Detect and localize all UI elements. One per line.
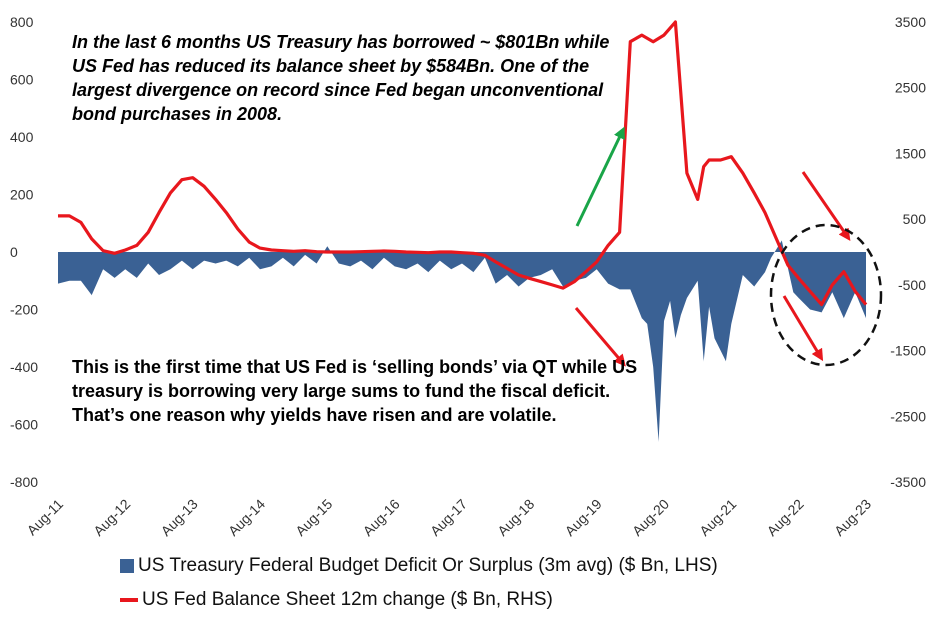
y-left-tick-label: 0 <box>10 244 18 260</box>
x-tick-label: Aug-14 <box>225 496 268 539</box>
y-left-tick-label: -800 <box>10 474 38 490</box>
x-tick-label: Aug-19 <box>562 496 605 539</box>
green-arrow <box>575 126 625 227</box>
red-arrow-lower-left <box>574 307 626 367</box>
legend-swatch-fed-balance <box>120 598 138 602</box>
y-left-tick-label: -400 <box>10 359 38 375</box>
fed-balance-line <box>58 20 868 307</box>
x-tick-label: Aug-12 <box>90 496 133 539</box>
y-left-tick-label: -200 <box>10 302 38 318</box>
legend-item-fed-balance: US Fed Balance Sheet 12m change ($ Bn, R… <box>120 589 553 611</box>
legend-swatch-deficit <box>120 559 134 573</box>
y-right-tick-label: -500 <box>898 277 926 293</box>
deficit-area-layer <box>57 240 867 442</box>
x-tick-label: Aug-17 <box>427 496 470 539</box>
legend-item-deficit: US Treasury Federal Budget Deficit Or Su… <box>120 555 718 577</box>
x-tick-label: Aug-23 <box>831 496 874 539</box>
decorations-layer <box>574 126 883 367</box>
y-right-tick-label: 3500 <box>895 14 926 30</box>
x-tick-label: Aug-11 <box>24 496 67 539</box>
y-right-tick-label: 2500 <box>895 80 926 96</box>
y-right-tick-label: 500 <box>903 211 927 227</box>
annotation-top: In the last 6 months US Treasury has bor… <box>72 32 610 124</box>
legend-label-fed-balance: US Fed Balance Sheet 12m change ($ Bn, R… <box>142 589 553 610</box>
y-left-tick-label: 800 <box>10 14 34 30</box>
red-arrow-lower-right <box>782 295 824 362</box>
legend-label-deficit: US Treasury Federal Budget Deficit Or Su… <box>138 555 718 576</box>
x-tick-label: Aug-16 <box>360 496 403 539</box>
x-tick-label: Aug-20 <box>629 496 672 539</box>
red-arrow-upper-right <box>801 171 851 241</box>
y-right-tick-label: -2500 <box>890 408 926 424</box>
fed-balance-line-layer <box>57 20 868 307</box>
x-tick-label: Aug-21 <box>696 496 739 539</box>
y-left-tick-label: -600 <box>10 417 38 433</box>
dashed-highlight-ellipse <box>769 223 883 367</box>
y-left-tick-label: 400 <box>10 129 34 145</box>
y-right-tick-label: -1500 <box>890 343 926 359</box>
y-left-tick-label: 600 <box>10 72 34 88</box>
x-tick-label: Aug-13 <box>158 496 201 539</box>
annotation-bottom: This is the first time that US Fed is ‘s… <box>72 357 638 425</box>
x-tick-label: Aug-22 <box>764 496 807 539</box>
y-right-tick-label: -3500 <box>890 474 926 490</box>
deficit-area <box>58 240 866 442</box>
y-left-tick-label: 200 <box>10 187 34 203</box>
x-tick-label: Aug-15 <box>292 496 335 539</box>
y-right-tick-label: 1500 <box>895 145 926 161</box>
x-tick-label: Aug-18 <box>494 496 537 539</box>
